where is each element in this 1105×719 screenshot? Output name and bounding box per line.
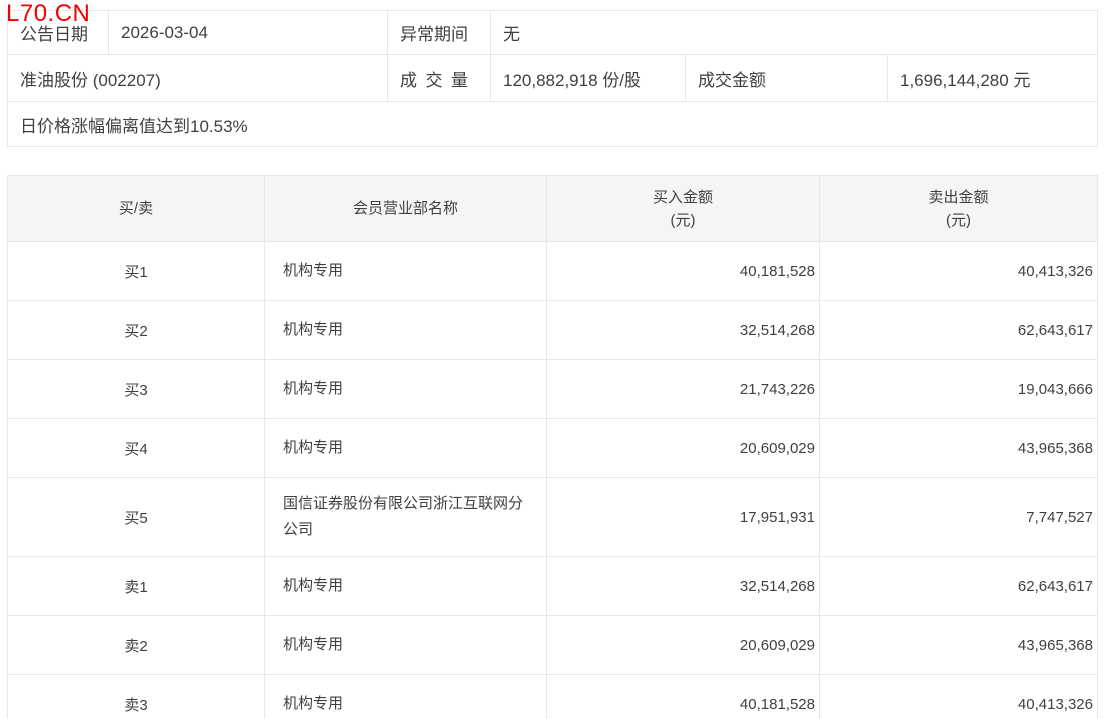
side-cell: 卖2 [7,615,265,675]
broker-branch-table: 买/卖 会员营业部名称 买入金额 (元) 卖出金额 (元) 买1 机构专用 40… [7,175,1098,719]
col-header-buy-title: 买入金额 [652,188,713,206]
side-cell: 买2 [7,300,265,360]
volume-label: 成交量 [387,54,491,102]
table-row: 买2 机构专用 32,514,268 62,643,617 [7,300,1098,360]
col-header-sell-unit: (元) [946,211,971,229]
announce-date-label: 公告日期 [7,10,109,55]
sell-amount-cell: 19,043,666 [819,359,1098,419]
deviation-reason: 日价格涨幅偏离值达到10.53% [7,101,1098,147]
buy-amount-cell: 20,609,029 [546,615,820,675]
branch-cell: 机构专用 [264,300,547,360]
side-cell: 买4 [7,418,265,478]
branch-cell: 机构专用 [264,615,547,675]
side-cell: 卖1 [7,556,265,616]
col-header-buy: 买入金额 (元) [546,175,820,242]
sell-amount-cell: 7,747,527 [819,477,1098,557]
stock-name: 准油股份 (002207) [7,54,388,102]
col-header-sell-title: 卖出金额 [928,188,989,206]
site-watermark: L70.CN [6,0,91,27]
table-row: 买5 国信证券股份有限公司浙江互联网分公司 17,951,931 7,747,5… [7,477,1098,557]
col-header-branch: 会员营业部名称 [264,175,547,242]
branch-cell: 机构专用 [264,359,547,419]
col-header-buy-unit: (元) [670,211,696,229]
volume-label-text: 成交量 [400,70,468,90]
buy-amount-cell: 40,181,528 [546,674,820,719]
turnover-value: 1,696,144,280 元 [887,54,1098,102]
buy-amount-cell: 17,951,931 [546,477,820,557]
buy-amount-cell: 40,181,528 [546,241,820,301]
abnormal-period-value: 无 [490,10,1098,55]
side-cell: 卖3 [7,674,265,719]
stock-info-panel: 公告日期 2026-03-04 异常期间 无 准油股份 (002207) 成交量… [7,10,1098,147]
col-header-sell: 卖出金额 (元) [819,175,1098,242]
side-cell: 买1 [7,241,265,301]
table-row: 买4 机构专用 20,609,029 43,965,368 [7,418,1098,478]
volume-value: 120,882,918 份/股 [490,54,686,102]
table-row: 卖3 机构专用 40,181,528 40,413,326 [7,674,1098,719]
sell-amount-cell: 40,413,326 [819,674,1098,719]
buy-amount-cell: 20,609,029 [546,418,820,478]
table-row: 买3 机构专用 21,743,226 19,043,666 [7,359,1098,419]
sell-amount-cell: 43,965,368 [819,615,1098,675]
sell-amount-cell: 62,643,617 [819,300,1098,360]
branch-cell: 机构专用 [264,241,547,301]
sell-amount-cell: 43,965,368 [819,418,1098,478]
buy-amount-cell: 32,514,268 [546,300,820,360]
announce-date-value: 2026-03-04 [108,10,388,55]
table-header-row: 买/卖 会员营业部名称 买入金额 (元) 卖出金额 (元) [7,175,1098,242]
branch-cell: 机构专用 [264,418,547,478]
table-row: 卖2 机构专用 20,609,029 43,965,368 [7,615,1098,675]
abnormal-period-label: 异常期间 [387,10,491,55]
side-cell: 买3 [7,359,265,419]
sell-amount-cell: 40,413,326 [819,241,1098,301]
table-row: 卖1 机构专用 32,514,268 62,643,617 [7,556,1098,616]
branch-cell: 国信证券股份有限公司浙江互联网分公司 [264,477,547,557]
col-header-side: 买/卖 [7,175,265,242]
side-cell: 买5 [7,477,265,557]
branch-cell: 机构专用 [264,674,547,719]
turnover-label: 成交金额 [685,54,888,102]
sell-amount-cell: 62,643,617 [819,556,1098,616]
buy-amount-cell: 21,743,226 [546,359,820,419]
branch-cell: 机构专用 [264,556,547,616]
table-row: 买1 机构专用 40,181,528 40,413,326 [7,241,1098,301]
buy-amount-cell: 32,514,268 [546,556,820,616]
